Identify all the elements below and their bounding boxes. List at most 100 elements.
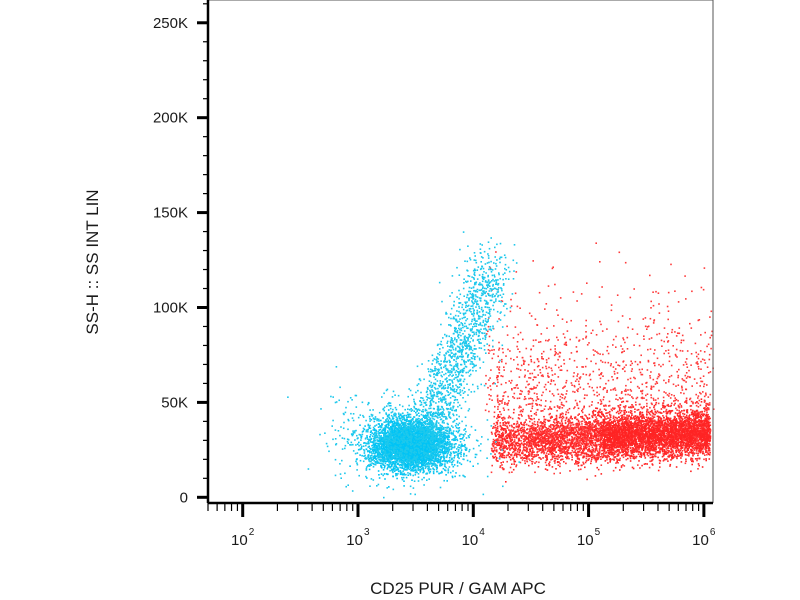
- red-point: [599, 430, 602, 432]
- red-point: [578, 451, 581, 453]
- red-point: [533, 454, 535, 456]
- red-point: [611, 409, 613, 412]
- red-point: [654, 411, 657, 413]
- red-point: [525, 446, 527, 449]
- red-point: [659, 442, 662, 444]
- red-point: [559, 422, 561, 424]
- red-point: [576, 418, 579, 421]
- red-point: [508, 429, 510, 431]
- red-point: [628, 421, 630, 424]
- red-point: [516, 441, 518, 444]
- red-point: [532, 436, 535, 439]
- red-point: [581, 432, 584, 434]
- red-point: [689, 423, 691, 426]
- red-point: [671, 453, 674, 456]
- red-point: [694, 419, 697, 422]
- red-point: [581, 439, 583, 442]
- red-point: [606, 449, 609, 452]
- red-point: [541, 442, 544, 444]
- red-point: [638, 430, 641, 432]
- red-point: [694, 440, 697, 442]
- red-point: [640, 442, 642, 445]
- red-point: [498, 433, 500, 436]
- red-point: [557, 430, 560, 432]
- red-point: [550, 417, 552, 419]
- red-point: [551, 446, 553, 449]
- red-point: [554, 429, 556, 431]
- red-point: [493, 415, 496, 418]
- red-point: [695, 437, 698, 440]
- red-point: [582, 438, 584, 441]
- red-point: [571, 449, 574, 452]
- red-point: [590, 444, 592, 447]
- red-point: [556, 461, 559, 464]
- red-point: [510, 453, 513, 456]
- red-point: [548, 420, 550, 422]
- red-point: [592, 423, 594, 426]
- red-point: [586, 478, 588, 481]
- red-point: [603, 427, 605, 429]
- red-point: [588, 445, 590, 447]
- red-point: [652, 425, 654, 428]
- red-point: [531, 461, 534, 463]
- red-point: [616, 460, 618, 462]
- red-point: [670, 410, 673, 412]
- red-point: [658, 450, 660, 453]
- red-point: [681, 444, 683, 446]
- red-point: [506, 435, 508, 437]
- red-point: [588, 433, 590, 435]
- red-point: [593, 435, 596, 437]
- red-point: [708, 434, 710, 436]
- red-point: [707, 416, 709, 419]
- red-point: [527, 455, 530, 457]
- red-point: [696, 457, 699, 460]
- red-point: [599, 409, 602, 411]
- red-point: [555, 435, 557, 438]
- red-point: [534, 438, 537, 440]
- red-point: [518, 453, 521, 456]
- red-point: [676, 453, 679, 456]
- red-point: [570, 439, 572, 442]
- red-point: [594, 451, 596, 453]
- red-point: [568, 438, 571, 440]
- red-point: [591, 453, 593, 455]
- red-point: [671, 455, 674, 458]
- red-point: [617, 405, 619, 407]
- red-point: [581, 452, 583, 455]
- red-point: [505, 440, 508, 443]
- red-point: [498, 431, 501, 433]
- red-point: [683, 409, 685, 412]
- red-point: [676, 412, 679, 415]
- red-point: [531, 441, 534, 443]
- red-point: [510, 436, 512, 438]
- red-point: [614, 466, 617, 469]
- red-point: [622, 423, 625, 426]
- red-point: [537, 454, 539, 456]
- red-point: [679, 415, 681, 417]
- red-point: [684, 432, 687, 434]
- red-point: [518, 429, 521, 432]
- red-point: [657, 447, 660, 449]
- red-point: [502, 468, 505, 471]
- red-point: [518, 433, 521, 436]
- red-point: [534, 423, 537, 426]
- red-point: [647, 434, 649, 437]
- red-point: [644, 450, 646, 452]
- red-point: [569, 470, 571, 472]
- red-point: [704, 408, 706, 411]
- red-point: [600, 464, 603, 466]
- red-point: [497, 414, 500, 416]
- red-point: [586, 432, 589, 434]
- red-point: [655, 401, 658, 404]
- red-point: [536, 431, 538, 434]
- red-point: [586, 423, 588, 425]
- red-point: [692, 451, 694, 453]
- red-point: [549, 425, 552, 427]
- red-point: [497, 460, 499, 462]
- red-point: [504, 432, 507, 434]
- red-point: [500, 444, 503, 446]
- red-point: [687, 434, 689, 436]
- red-point: [639, 413, 641, 415]
- red-point: [698, 413, 701, 415]
- red-point: [516, 425, 518, 428]
